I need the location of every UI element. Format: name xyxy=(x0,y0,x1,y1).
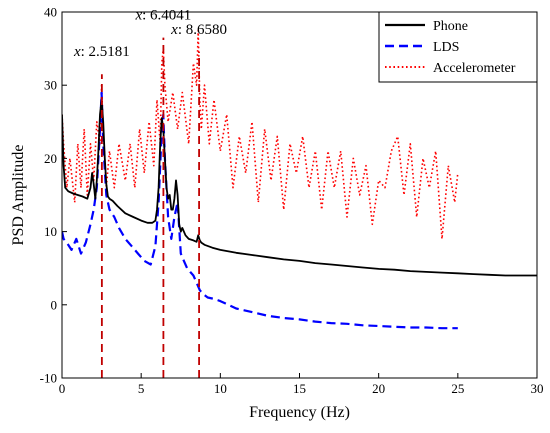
series-line-phone xyxy=(62,98,537,277)
annotation-prefix: x xyxy=(170,22,178,38)
y-tick-label: 40 xyxy=(44,5,57,20)
x-tick-label: 15 xyxy=(293,381,306,396)
series-line-lds xyxy=(62,91,458,330)
x-tick-label: 10 xyxy=(214,381,227,396)
annotation-prefix: x xyxy=(73,44,81,60)
x-tick-label: 5 xyxy=(138,381,145,396)
y-tick-label: 10 xyxy=(44,224,57,239)
legend-label-phone: Phone xyxy=(433,19,468,34)
y-tick-label: 0 xyxy=(51,297,58,312)
annotation-lines xyxy=(100,37,200,378)
y-axis-label: PSD Amplitude xyxy=(10,145,27,246)
legend-label-accelerometer: Accelerometer xyxy=(433,61,516,76)
x-tick-label: 25 xyxy=(451,381,464,396)
y-tick-label: -10 xyxy=(40,371,57,386)
x-axis-label: Frequency (Hz) xyxy=(249,404,350,421)
x-tick-label: 30 xyxy=(531,381,544,396)
x-tick-label: 20 xyxy=(372,381,385,396)
y-tick-label: 30 xyxy=(44,78,57,93)
x-tick-label: 0 xyxy=(59,381,66,396)
annotation-value: : 6.4041 xyxy=(142,7,191,23)
legend-label-lds: LDS xyxy=(433,40,459,55)
annotation-value: : 2.5181 xyxy=(81,44,130,60)
legend: Phone LDS Accelerometer xyxy=(378,11,538,83)
annotation-label-1: x: 2.5181 xyxy=(73,44,130,60)
annotation-label-3: x: 8.6580 xyxy=(170,22,227,38)
annotation-label-2: x: 6.4041 xyxy=(134,7,191,23)
annotation-value: : 8.6580 xyxy=(178,22,227,38)
annotation-prefix: x xyxy=(134,7,142,23)
y-tick-label: 20 xyxy=(44,151,57,166)
